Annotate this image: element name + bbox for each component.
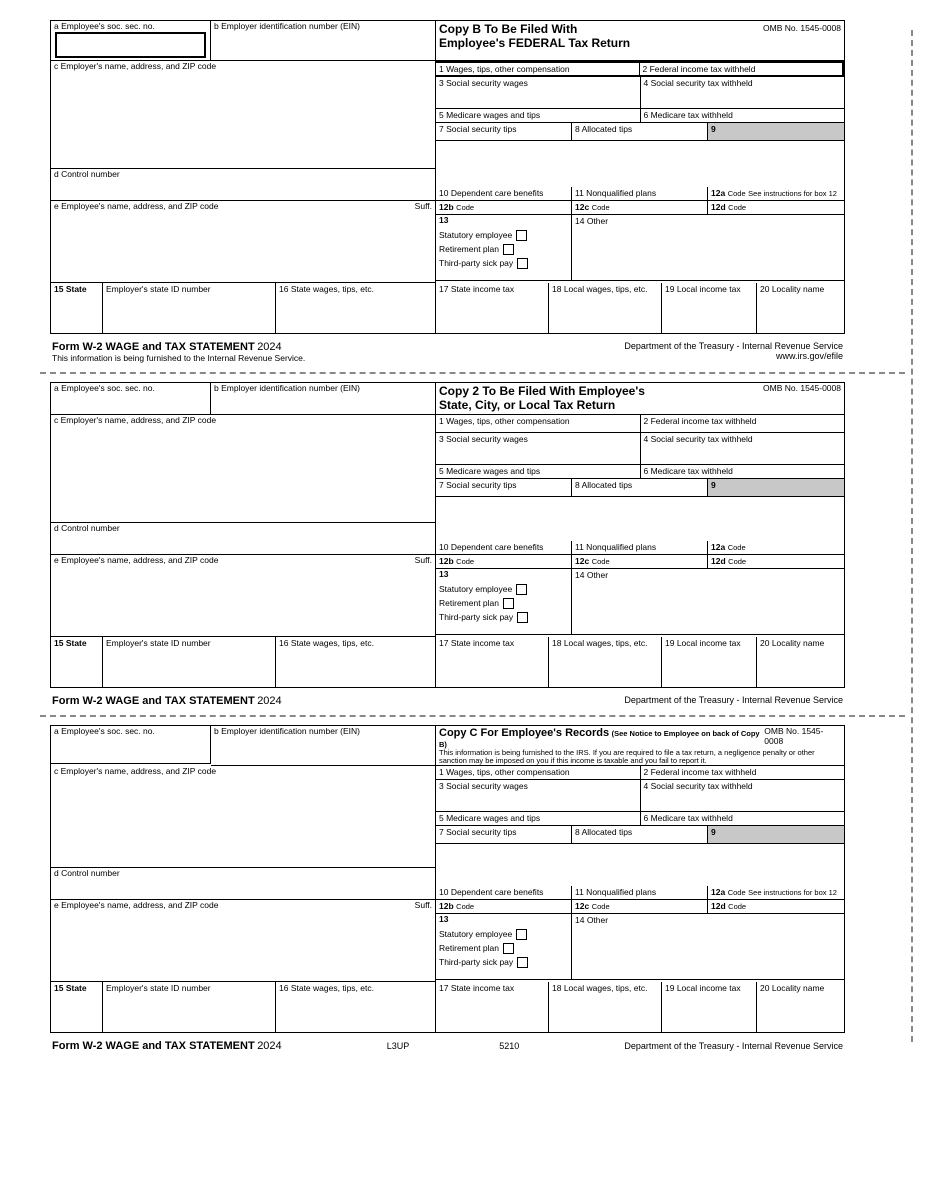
footer-2: Form W-2 WAGE and TAX STATEMENT 2024 Dep… bbox=[50, 692, 845, 707]
label-6: 6 Medicare tax withheld bbox=[644, 110, 733, 120]
copy-2: a Employee's soc. sec. no. b Employer id… bbox=[50, 382, 845, 688]
copy-b-title-1: Copy B To Be Filed With bbox=[439, 22, 630, 36]
label-e: e Employee's name, address, and ZIP code bbox=[54, 202, 218, 282]
label-12a: 12a bbox=[711, 188, 725, 198]
label-7: 7 Social security tips bbox=[439, 124, 516, 134]
checkbox-retirement[interactable] bbox=[503, 244, 514, 255]
w2-sheet: DETACH BEFORE MAILING MANUFACTURED ON OC… bbox=[50, 20, 895, 1052]
footer-c: Form W-2 WAGE and TAX STATEMENT 2024 L3U… bbox=[50, 1037, 845, 1052]
label-3: 3 Social security wages bbox=[439, 78, 528, 88]
checkbox-statutory[interactable] bbox=[516, 230, 527, 241]
label-11: 11 Nonqualified plans bbox=[575, 188, 656, 198]
footer-b: Form W-2 WAGE and TAX STATEMENT 2024 Thi… bbox=[50, 338, 845, 364]
label-b: b Employer identification number (EIN) bbox=[214, 22, 432, 32]
label-8: 8 Allocated tips bbox=[575, 124, 632, 134]
ssn-box[interactable] bbox=[55, 32, 206, 58]
label-14: 14 Other bbox=[575, 216, 608, 226]
label-suff: Suff. bbox=[415, 202, 432, 282]
label-c: c Employer's name, address, and ZIP code bbox=[54, 62, 432, 72]
checkbox-sickpay[interactable] bbox=[517, 258, 528, 269]
vertical-perforation bbox=[911, 30, 913, 1042]
copy-c: a Employee's soc. sec. no. b Employer id… bbox=[50, 725, 845, 1034]
copy-b: a Employee's soc. sec. no. b Employer id… bbox=[50, 20, 845, 334]
label-9: 9 bbox=[711, 124, 716, 134]
horizontal-perforation-2 bbox=[40, 715, 905, 717]
label-2: 2 Federal income tax withheld bbox=[643, 64, 756, 74]
label-1: 1 Wages, tips, other compensation bbox=[439, 64, 570, 74]
label-5: 5 Medicare wages and tips bbox=[439, 110, 540, 120]
omb: OMB No. 1545-0008 bbox=[763, 22, 841, 34]
label-d: d Control number bbox=[54, 170, 432, 180]
label-4: 4 Social security tax withheld bbox=[644, 78, 753, 88]
horizontal-perforation-1 bbox=[40, 372, 905, 374]
copy-b-title-2: Employee's FEDERAL Tax Return bbox=[439, 36, 630, 50]
label-10: 10 Dependent care benefits bbox=[439, 188, 543, 198]
